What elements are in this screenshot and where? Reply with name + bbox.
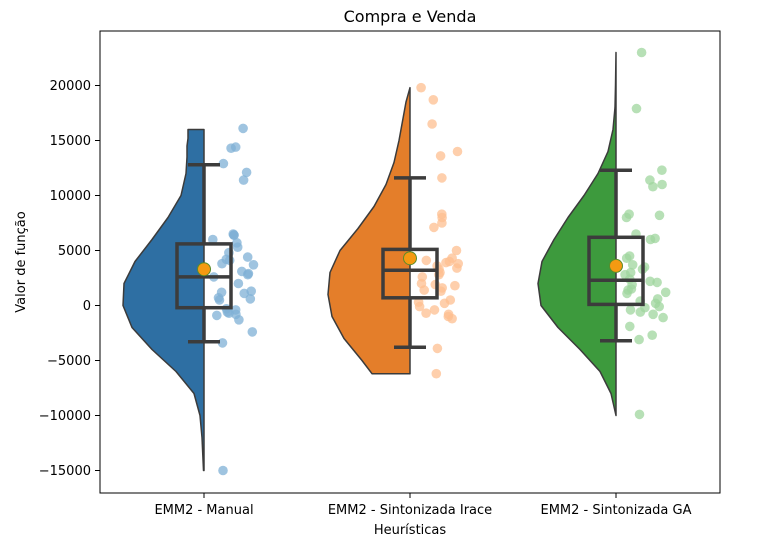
data-point [635, 307, 646, 317]
data-point [238, 123, 248, 134]
data-point [450, 280, 460, 291]
data-point [218, 158, 229, 169]
data-point [435, 151, 446, 161]
violin [327, 86, 411, 375]
data-point [451, 245, 462, 256]
data-point [452, 146, 463, 157]
data-point [243, 269, 253, 280]
data-point [645, 234, 656, 245]
raincloud-group [327, 82, 464, 379]
data-point [421, 255, 432, 266]
data-point [421, 308, 431, 319]
data-point [232, 242, 243, 252]
data-point [621, 253, 632, 263]
data-point [234, 315, 244, 325]
y-tick-label: 20000 [50, 79, 91, 94]
violin [537, 51, 617, 417]
data-point [634, 334, 644, 345]
data-point [452, 263, 462, 273]
data-point [241, 167, 252, 178]
data-point [631, 103, 642, 114]
data-point [242, 252, 253, 262]
y-tick-label: 15000 [50, 134, 91, 149]
data-point [432, 343, 443, 354]
data-point [247, 327, 258, 337]
data-point [245, 294, 256, 304]
data-point [233, 278, 244, 289]
mean-marker [403, 251, 417, 266]
data-point [447, 313, 457, 324]
data-point [648, 181, 658, 192]
x-tick-label: EMM2 - Sintonizada Irace [328, 503, 492, 518]
data-point [625, 321, 635, 332]
y-tick-label: −10000 [39, 409, 91, 424]
data-point [226, 143, 236, 153]
data-point [627, 260, 638, 270]
axes: −15000 −10000 −5000 0 5000 10000 15000 20000 EMM… [39, 79, 692, 518]
chart-title: Compra e Venda [344, 7, 477, 26]
data-point [634, 409, 645, 420]
data-point [429, 222, 439, 233]
mean-marker [197, 262, 211, 277]
y-axis-title: Valor de função [14, 211, 29, 312]
data-point [437, 173, 447, 183]
data-point [212, 310, 222, 321]
data-point [652, 277, 662, 288]
data-point [429, 305, 440, 315]
data-point [238, 175, 249, 185]
data-point [621, 212, 632, 223]
y-tick-label: −15000 [39, 464, 91, 479]
data-point [414, 301, 425, 312]
data-point [208, 234, 218, 245]
data-point [248, 260, 259, 270]
raincloud-group [122, 123, 259, 476]
data-point [657, 165, 667, 175]
data-point [658, 312, 668, 323]
y-tick-label: 5000 [58, 244, 91, 259]
box-iqr [381, 247, 439, 300]
data-point [625, 305, 636, 315]
data-point [647, 330, 657, 341]
data-point [622, 288, 632, 299]
data-point [437, 218, 447, 228]
raincloud-group [537, 47, 671, 420]
data-point [660, 287, 671, 298]
data-point [636, 47, 647, 58]
box-iqr [587, 235, 645, 307]
data-point [416, 82, 426, 93]
data-point [239, 288, 249, 299]
plot-area [122, 47, 671, 476]
data-point [217, 258, 227, 269]
y-tick-label: 10000 [50, 189, 91, 204]
data-point [218, 465, 228, 476]
data-point [217, 338, 228, 348]
data-point [229, 230, 239, 240]
data-point [654, 301, 664, 312]
data-point [439, 298, 450, 309]
x-tick-label: EMM2 - Sintonizada GA [541, 503, 692, 518]
data-point [431, 368, 442, 379]
violin [122, 128, 205, 472]
data-point [419, 285, 430, 295]
data-point [428, 95, 439, 105]
x-axis-title: Heurísticas [374, 523, 447, 538]
data-point [214, 295, 225, 305]
x-tick-label: EMM2 - Manual [154, 503, 253, 518]
data-point [657, 179, 667, 190]
data-point [427, 119, 437, 129]
y-tick-label: −5000 [47, 354, 91, 369]
mean-marker [609, 258, 623, 273]
data-point [648, 309, 658, 320]
data-point [654, 210, 665, 221]
data-point [441, 257, 451, 268]
y-tick-label: 0 [83, 299, 91, 314]
